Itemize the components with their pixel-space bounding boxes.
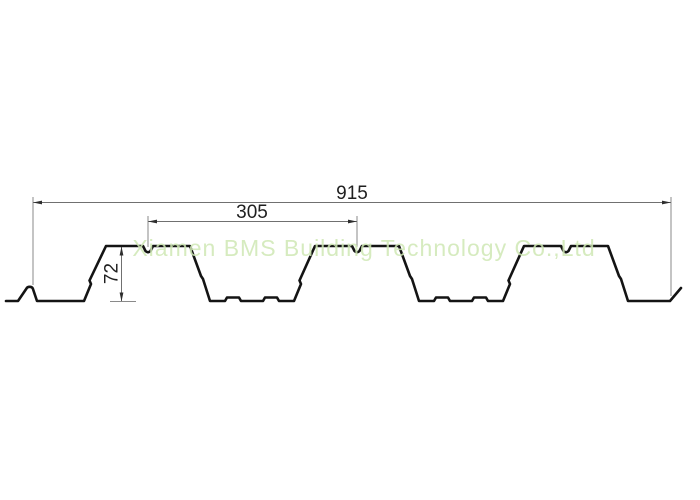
arrowhead-right-icon [348, 219, 357, 224]
profile-outline-path [4, 244, 683, 303]
dimension-label-915: 915 [336, 183, 368, 204]
watermark-text: Xiamen BMS Building Technology Co.,Ltd [132, 235, 595, 261]
dimension-profile-height: 72 [102, 246, 136, 302]
dimension-overall-width: 915 [32, 183, 672, 296]
arrowhead-right-icon [662, 200, 671, 205]
arrowhead-left-icon [33, 200, 42, 205]
arrowhead-top-icon [119, 246, 124, 256]
dimension-rib-pitch: 305 [147, 202, 358, 247]
dimension-label-72: 72 [102, 263, 123, 284]
dimension-label-305: 305 [236, 202, 268, 223]
arrowhead-left-icon [148, 219, 157, 224]
arrowhead-bottom-icon [119, 292, 124, 302]
